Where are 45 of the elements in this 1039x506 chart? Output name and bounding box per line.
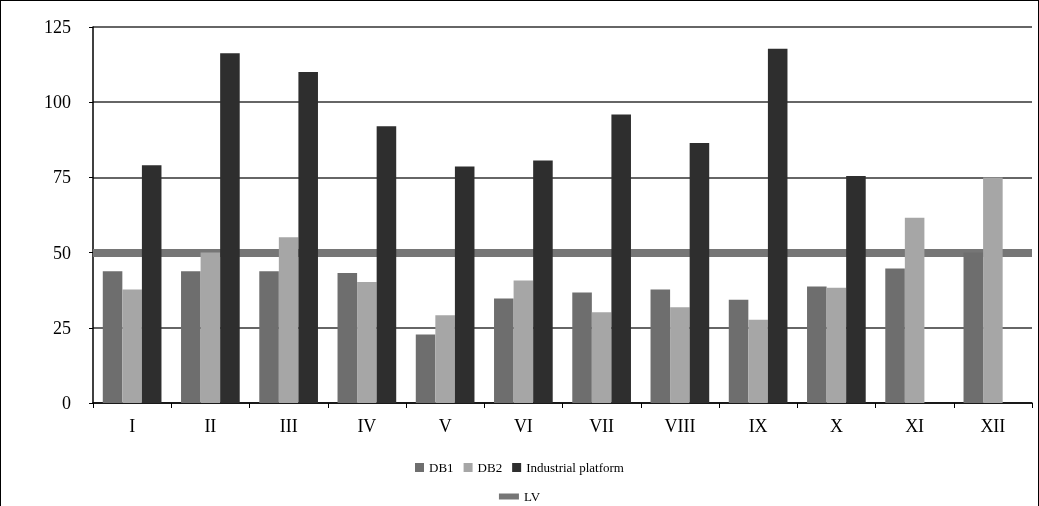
x-tick-label: II bbox=[204, 416, 217, 436]
bar bbox=[494, 298, 514, 403]
y-tick-label: 100 bbox=[44, 92, 71, 113]
bar bbox=[122, 289, 142, 403]
x-tick-label: V bbox=[438, 416, 452, 436]
legend-label: Industrial platform bbox=[526, 460, 624, 475]
y-tick-label: 50 bbox=[53, 242, 71, 263]
x-tick-label: XII bbox=[980, 416, 1006, 436]
y-tick-label: 75 bbox=[53, 167, 71, 188]
bar bbox=[983, 177, 1003, 403]
bar bbox=[200, 252, 221, 403]
x-tick-label: X bbox=[829, 416, 843, 436]
bar bbox=[259, 271, 279, 403]
bar bbox=[357, 282, 377, 403]
bar bbox=[826, 287, 847, 403]
bar bbox=[181, 271, 201, 403]
legend-label: DB1 bbox=[429, 460, 454, 475]
bar bbox=[748, 319, 768, 403]
bar bbox=[513, 280, 534, 403]
x-tick-label: III bbox=[279, 416, 298, 436]
y-tick-label: 0 bbox=[62, 393, 71, 413]
x-tick-label: I bbox=[129, 416, 136, 436]
bar bbox=[807, 286, 827, 403]
y-tick-label: 25 bbox=[53, 317, 71, 338]
x-tick-label: IV bbox=[357, 416, 377, 436]
bar bbox=[415, 334, 436, 403]
legend-label: LV bbox=[523, 489, 541, 504]
x-tick-label: VIII bbox=[664, 416, 696, 436]
bar bbox=[572, 292, 592, 403]
bar bbox=[278, 237, 299, 403]
x-tick-label: IX bbox=[748, 416, 768, 436]
bar bbox=[650, 289, 671, 403]
bar bbox=[591, 312, 612, 403]
bar bbox=[337, 273, 358, 403]
y-tick-label: 125 bbox=[44, 17, 71, 37]
bar bbox=[885, 268, 905, 403]
bar bbox=[435, 315, 455, 403]
x-tick-label: VI bbox=[513, 416, 533, 436]
bar bbox=[102, 271, 123, 403]
bar bbox=[904, 217, 925, 403]
x-tick-label: VII bbox=[589, 416, 615, 436]
legend-label: DB2 bbox=[477, 460, 503, 475]
bar bbox=[728, 299, 749, 403]
bar bbox=[670, 307, 690, 403]
x-tick-label: XI bbox=[905, 416, 925, 436]
